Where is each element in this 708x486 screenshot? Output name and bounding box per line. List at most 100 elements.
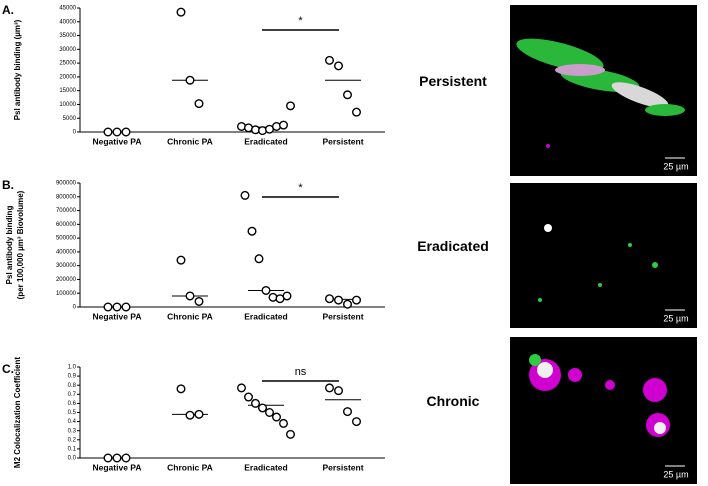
y-tick-label: 35000 xyxy=(59,33,76,39)
y-tick-label: 10000 xyxy=(59,102,76,108)
data-point xyxy=(334,386,344,396)
significance-label: * xyxy=(298,15,303,27)
x-tick-label: Eradicated xyxy=(244,136,287,146)
y-tick-label: 0.0 xyxy=(68,456,77,462)
data-point xyxy=(103,127,113,137)
data-point xyxy=(272,412,282,422)
x-tick-label: Chronic PA xyxy=(167,311,213,321)
data-point xyxy=(240,190,250,200)
y-tick-label: 800000 xyxy=(56,194,77,200)
data-point xyxy=(121,453,131,463)
x-tick-label: Persistent xyxy=(322,311,363,321)
data-point xyxy=(121,302,131,312)
data-point xyxy=(352,107,362,117)
data-point xyxy=(243,392,253,402)
panel-d: D. xyxy=(510,5,697,484)
data-point xyxy=(254,254,264,264)
panel-label: A. xyxy=(2,3,14,17)
y-tick-label: 500000 xyxy=(56,236,77,242)
y-axis-label: M2 Colocalization Coefficient xyxy=(13,357,22,468)
data-point xyxy=(194,296,204,306)
x-tick-label: Persistent xyxy=(322,462,363,472)
y-tick-label: 900000 xyxy=(56,181,77,187)
data-point xyxy=(272,121,282,131)
data-point xyxy=(176,255,186,265)
x-tick-label: Chronic PA xyxy=(167,136,213,146)
data-point xyxy=(185,410,195,420)
y-axis-label: Psl antibody binding (µm³) xyxy=(13,19,22,120)
data-point xyxy=(176,7,186,17)
y-tick-label: 20000 xyxy=(59,74,76,80)
x-tick-label: Eradicated xyxy=(244,462,287,472)
x-tick-label: Persistent xyxy=(322,136,363,146)
data-point xyxy=(258,126,268,136)
y-tick-label: 0.2 xyxy=(68,437,77,443)
data-point xyxy=(194,409,204,419)
image-label: Persistent xyxy=(419,73,487,89)
x-tick-label: Negative PA xyxy=(93,462,142,472)
y-tick-label: 1.0 xyxy=(68,365,77,371)
panel-label: C. xyxy=(2,362,14,376)
data-point xyxy=(352,295,362,305)
data-point xyxy=(334,61,344,71)
data-point xyxy=(236,383,246,393)
data-point xyxy=(236,121,246,131)
data-point xyxy=(268,292,278,302)
data-point xyxy=(112,302,122,312)
y-tick-label: 200000 xyxy=(56,277,77,283)
data-point xyxy=(334,295,344,305)
data-point xyxy=(279,120,289,130)
data-point xyxy=(325,294,335,304)
y-tick-label: 45000 xyxy=(59,6,76,12)
data-point xyxy=(261,285,271,295)
data-point xyxy=(103,453,113,463)
image-content xyxy=(529,354,670,437)
panel-label: B. xyxy=(2,178,14,192)
y-tick-label: 0.6 xyxy=(68,401,77,407)
data-point xyxy=(352,417,362,427)
y-tick-label: 5000 xyxy=(63,116,77,122)
y-tick-label: 0.4 xyxy=(68,419,77,425)
data-point xyxy=(103,302,113,312)
data-point xyxy=(343,407,353,417)
image xyxy=(510,183,697,328)
data-point xyxy=(112,453,122,463)
y-tick-label: 600000 xyxy=(56,222,77,228)
data-point xyxy=(258,403,268,413)
image-content xyxy=(538,224,658,302)
x-tick-label: Eradicated xyxy=(244,311,287,321)
data-point xyxy=(325,383,335,393)
y-tick-label: 0.7 xyxy=(68,392,77,398)
data-point xyxy=(194,99,204,109)
y-tick-label: 0.3 xyxy=(68,428,77,434)
data-point xyxy=(112,127,122,137)
image-label: Eradicated xyxy=(417,238,489,254)
data-point xyxy=(286,429,296,439)
x-tick-label: Negative PA xyxy=(93,136,142,146)
data-point xyxy=(176,384,186,394)
data-point xyxy=(185,75,195,85)
x-tick-label: Negative PA xyxy=(93,311,142,321)
y-tick-label: 300000 xyxy=(56,263,77,269)
scale-label: 25 µm xyxy=(663,161,688,171)
data-point xyxy=(343,90,353,100)
y-tick-label: 400000 xyxy=(56,249,77,255)
y-tick-label: 0.8 xyxy=(68,383,77,389)
significance-label: ns xyxy=(295,366,307,378)
y-tick-label: 15000 xyxy=(59,88,76,94)
y-tick-label: 0 xyxy=(73,305,77,311)
y-tick-label: 100000 xyxy=(56,291,77,297)
y-tick-label: 30000 xyxy=(59,47,76,53)
image-label: Chronic xyxy=(427,393,480,409)
data-point xyxy=(185,291,195,301)
data-point xyxy=(282,291,292,301)
data-point xyxy=(265,408,275,418)
scale-label: 25 µm xyxy=(663,313,688,323)
data-point xyxy=(250,398,260,408)
x-tick-label: Chronic PA xyxy=(167,462,213,472)
data-point xyxy=(279,418,289,428)
data-point xyxy=(121,127,131,137)
data-point xyxy=(343,299,353,309)
y-tick-label: 0.5 xyxy=(68,410,77,416)
